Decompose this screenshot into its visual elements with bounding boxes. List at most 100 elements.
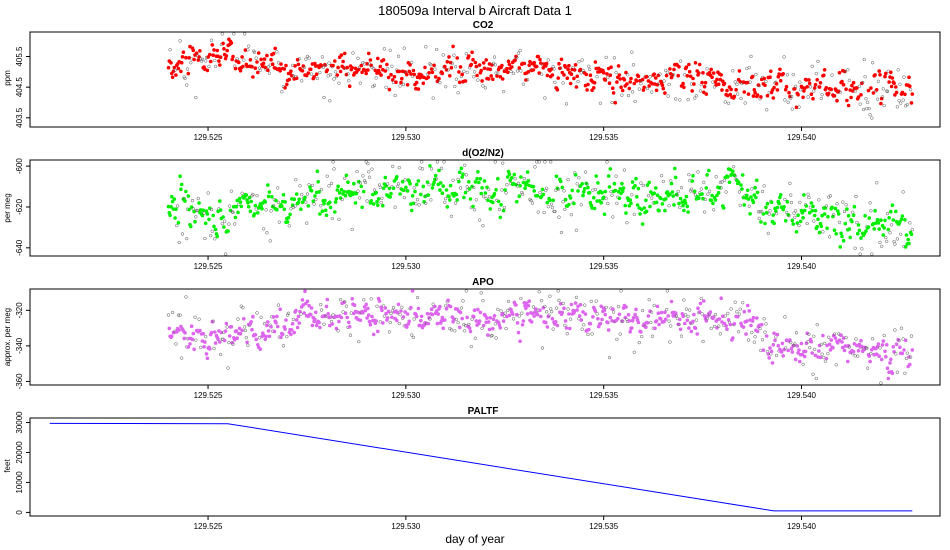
apo-data-point	[231, 342, 235, 346]
co2-data-point	[830, 73, 834, 77]
apo-data-point	[879, 357, 884, 362]
o2n2-data-point	[630, 180, 635, 184]
co2-data-point	[781, 72, 785, 76]
co2-data-point	[887, 80, 891, 84]
o2n2-data-point	[209, 207, 214, 212]
apo-data-point	[797, 359, 802, 364]
apo-data-point	[385, 316, 390, 320]
apo-data-point	[736, 330, 741, 334]
co2-data-point	[762, 76, 766, 81]
o2n2-data-point	[521, 180, 526, 185]
co2-data-point	[198, 48, 202, 53]
co2-data-point	[368, 58, 373, 62]
o2n2-data-point	[270, 195, 274, 199]
co2-data-point	[551, 65, 555, 69]
apo-data-point	[390, 315, 394, 320]
o2n2-data-point	[443, 200, 447, 204]
apo-data-point	[302, 311, 307, 315]
apo-data-point	[218, 340, 222, 344]
o2n2-data-points	[166, 160, 914, 256]
co2-data-point	[392, 74, 397, 79]
co2-data-point	[550, 73, 555, 77]
o2n2-data-point	[237, 196, 242, 201]
co2-data-point	[616, 64, 621, 68]
apo-data-point	[307, 303, 311, 308]
apo-data-point	[452, 317, 456, 321]
o2n2-data-point	[904, 233, 909, 237]
co2-data-point	[229, 41, 234, 45]
o2n2-data-point	[782, 205, 786, 209]
apo-data-point	[504, 326, 508, 331]
apo-data-point	[826, 352, 830, 356]
o2n2-data-point	[568, 196, 573, 200]
o2n2-data-point	[360, 205, 364, 210]
o2n2-data-point	[720, 180, 724, 184]
apo-data-point	[518, 339, 522, 344]
co2-data-point	[750, 74, 755, 79]
o2n2-data-point	[907, 241, 911, 246]
o2n2-data-point	[789, 200, 794, 205]
apo-data-point	[689, 329, 694, 334]
o2n2-plot-frame	[29, 159, 941, 257]
co2-data-point	[701, 71, 705, 75]
o2n2-data-point	[857, 228, 862, 233]
o2n2-data-point	[706, 168, 711, 173]
co2-data-point	[441, 53, 445, 57]
apo-data-point	[217, 329, 221, 333]
o2n2-data-point	[513, 177, 517, 181]
apo-data-point	[369, 297, 373, 301]
apo-data-point	[426, 321, 431, 326]
apo-data-point	[573, 301, 578, 305]
apo-data-point	[779, 350, 784, 354]
apo-data-point	[483, 313, 488, 318]
o2n2-data-point	[494, 188, 498, 192]
apo-data-point	[908, 355, 913, 359]
o2n2-data-point	[396, 182, 401, 186]
o2n2-data-point	[226, 229, 230, 233]
co2-data-point	[374, 76, 378, 80]
co2-data-point	[601, 70, 606, 75]
o2n2-data-point	[227, 222, 231, 226]
apo-data-point	[588, 321, 593, 326]
co2-data-point	[270, 62, 275, 66]
co2-data-point	[401, 82, 406, 87]
co2-data-point	[646, 79, 651, 83]
o2n2-data-point	[663, 208, 667, 213]
o2n2-data-point	[681, 203, 685, 208]
apo-data-point	[567, 326, 572, 331]
co2-data-point	[445, 59, 450, 64]
apo-data-point	[458, 310, 463, 315]
apo-data-point	[669, 324, 673, 328]
apo-data-point	[818, 355, 823, 360]
o2n2-data-point	[533, 165, 537, 169]
co2-data-point	[894, 90, 899, 95]
apo-data-point	[628, 329, 632, 334]
o2n2-data-point	[536, 210, 540, 214]
co2-data-point	[612, 56, 617, 60]
o2n2-data-point	[477, 218, 482, 222]
co2-data-point	[252, 50, 257, 54]
apo-data-point	[262, 321, 267, 326]
apo-data-point	[188, 342, 192, 346]
apo-data-point	[794, 331, 799, 335]
co2-data-point	[607, 81, 612, 85]
o2n2-data-point	[186, 194, 191, 198]
paltf-plot-frame	[29, 417, 941, 517]
o2n2-data-point	[702, 180, 706, 185]
o2n2-data-point	[223, 219, 227, 223]
co2-data-point	[867, 106, 871, 111]
co2-data-point	[242, 58, 246, 62]
co2-data-point	[663, 91, 667, 95]
apo-data-point	[336, 329, 340, 333]
apo-data-point	[868, 359, 872, 364]
apo-data-point	[807, 332, 811, 336]
o2n2-data-point	[771, 213, 776, 217]
co2-data-point	[627, 86, 632, 91]
o2n2-data-point	[650, 196, 654, 200]
o2n2-data-point	[458, 186, 463, 190]
o2n2-data-point	[514, 199, 519, 204]
co2-data-point	[796, 92, 800, 97]
co2-data-point	[433, 75, 438, 79]
apo-data-point	[569, 302, 574, 307]
apo-data-point	[729, 307, 733, 311]
